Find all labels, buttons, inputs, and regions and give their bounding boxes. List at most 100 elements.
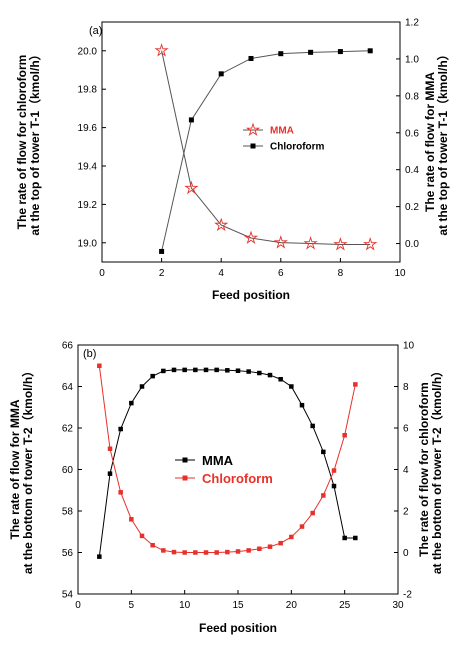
series-chloroform bbox=[97, 363, 358, 555]
data-point bbox=[337, 49, 343, 55]
panel-label: (b) bbox=[83, 348, 96, 360]
data-point bbox=[225, 549, 230, 555]
data-point bbox=[118, 490, 123, 495]
x-tick-label: 8 bbox=[338, 268, 344, 279]
y-tick-label: 19.2 bbox=[78, 200, 98, 211]
y2-axis-title: The rate of flow for chloroform bbox=[417, 382, 431, 557]
data-point bbox=[342, 535, 347, 541]
y2-tick-label: 0 bbox=[403, 548, 409, 559]
x-tick-label: 30 bbox=[392, 600, 404, 611]
data-point bbox=[214, 217, 229, 232]
data-point bbox=[273, 235, 288, 249]
legend-marker bbox=[182, 457, 188, 463]
data-point bbox=[225, 368, 230, 373]
y-tick-label: 19.4 bbox=[78, 162, 98, 173]
x-tick-label: 0 bbox=[99, 268, 105, 279]
x-axis-title: Feed position bbox=[212, 288, 290, 302]
y-tick-label: 54 bbox=[62, 590, 74, 601]
y-tick-label: 19.0 bbox=[78, 238, 98, 249]
x-tick-label: 10 bbox=[179, 600, 191, 611]
y-axis-title: The rate of flow for chloroform bbox=[15, 55, 29, 230]
y2-tick-label: -2 bbox=[403, 590, 412, 601]
x-tick-label: 5 bbox=[129, 600, 135, 611]
x-tick-label: 2 bbox=[159, 268, 165, 279]
y2-tick-label: 1.2 bbox=[405, 18, 419, 29]
y2-axis-title: at the top of tower T-1（kmol/h） bbox=[435, 48, 450, 235]
x-tick-label: 15 bbox=[232, 600, 244, 611]
data-point bbox=[248, 55, 254, 61]
data-point bbox=[289, 534, 294, 540]
legend-marker bbox=[182, 475, 188, 481]
data-point bbox=[193, 367, 198, 373]
y2-axis-title: at the bottom of tower T-2（kmol/h） bbox=[429, 365, 444, 574]
data-point bbox=[321, 449, 326, 455]
data-point bbox=[161, 548, 166, 553]
data-point bbox=[289, 384, 294, 389]
data-point bbox=[278, 51, 284, 57]
y2-tick-label: 0.4 bbox=[405, 165, 419, 176]
data-point bbox=[353, 535, 358, 541]
data-point bbox=[333, 236, 348, 251]
y2-tick-label: 1.0 bbox=[405, 54, 419, 65]
plot-frame bbox=[77, 344, 399, 595]
series-line bbox=[161, 50, 371, 245]
y2-tick-label: 0.0 bbox=[405, 239, 419, 250]
data-point bbox=[246, 548, 251, 553]
data-point bbox=[310, 423, 315, 429]
data-point bbox=[267, 372, 273, 378]
legend-marker bbox=[250, 143, 256, 149]
data-point bbox=[257, 546, 262, 552]
y-tick-label: 64 bbox=[62, 382, 74, 393]
data-point bbox=[246, 369, 251, 374]
data-point bbox=[97, 554, 102, 559]
data-point bbox=[129, 400, 134, 406]
data-point bbox=[154, 43, 169, 57]
data-point bbox=[214, 367, 219, 373]
data-point bbox=[331, 468, 337, 473]
y2-tick-label: 0.6 bbox=[405, 128, 419, 139]
data-point bbox=[299, 402, 305, 408]
data-point bbox=[139, 533, 145, 539]
chart-panel-1: 0 5 10 15 20 25 30 54 56 58 60 62 64 66 -2 0 2 4 6 8 10 (b) Fe… bbox=[8, 341, 444, 636]
y-tick-label: 60 bbox=[62, 465, 74, 476]
data-point bbox=[203, 367, 209, 373]
y2-axis-title: The rate of flow for MMA bbox=[423, 72, 437, 212]
plot-frame bbox=[101, 21, 401, 263]
y2-tick-label: 10 bbox=[403, 341, 415, 352]
y2-tick-label: 0.8 bbox=[405, 91, 419, 102]
data-point bbox=[243, 230, 259, 245]
data-point bbox=[310, 510, 315, 516]
data-point bbox=[107, 446, 113, 451]
data-point bbox=[171, 549, 177, 555]
data-point bbox=[139, 384, 145, 389]
x-tick-label: 25 bbox=[339, 600, 351, 611]
data-point bbox=[342, 433, 347, 438]
data-point bbox=[129, 517, 134, 522]
chart-panel-0: 0 2 4 6 8 10 19.0 19.2 19.4 19.6 19.8 20.0 0.0 0.2 0.4… bbox=[15, 18, 450, 303]
y-tick-label: 19.6 bbox=[78, 123, 98, 134]
panel-label: (a) bbox=[89, 25, 102, 37]
data-point bbox=[214, 550, 219, 555]
data-point bbox=[257, 370, 262, 376]
x-tick-label: 20 bbox=[286, 600, 298, 611]
y-axis-title: The rate of flow for MMA bbox=[8, 399, 22, 539]
y-axis-title: at the top of tower T-1（kmol/h） bbox=[27, 48, 42, 235]
y-tick-label: 62 bbox=[62, 424, 74, 435]
legend-label: Chloroform bbox=[202, 471, 273, 486]
data-point bbox=[321, 493, 326, 498]
data-point bbox=[331, 483, 337, 489]
x-tick-label: 4 bbox=[218, 268, 224, 279]
y-tick-label: 19.8 bbox=[78, 85, 98, 96]
y-tick-label: 20.0 bbox=[78, 46, 98, 57]
data-point bbox=[367, 48, 373, 54]
data-point bbox=[118, 426, 123, 432]
data-point bbox=[299, 524, 305, 529]
data-point bbox=[235, 549, 241, 554]
y-tick-label: 66 bbox=[62, 341, 74, 352]
data-point bbox=[182, 550, 187, 555]
data-point bbox=[182, 367, 187, 373]
data-point bbox=[107, 471, 113, 476]
data-point bbox=[308, 49, 314, 55]
series-mma bbox=[154, 43, 378, 251]
